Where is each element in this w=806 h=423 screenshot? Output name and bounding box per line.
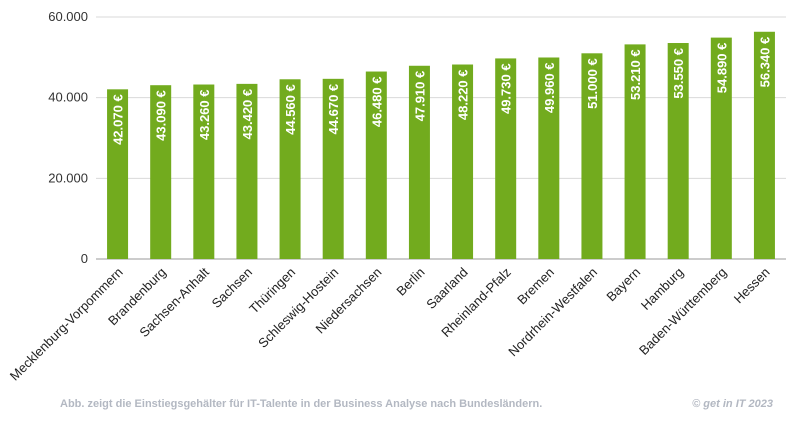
value-label: 53.210 €: [628, 49, 643, 100]
value-label: 49.730 €: [499, 63, 514, 114]
bar: [581, 53, 603, 259]
value-label: 56.340 €: [757, 37, 772, 88]
y-tick-label: 20.000: [48, 170, 88, 185]
bar: [667, 43, 689, 259]
category-label: Bremen: [514, 265, 557, 308]
chart-caption: Abb. zeigt die Einstiegsgehälter für IT-…: [60, 398, 543, 410]
bar: [365, 71, 387, 259]
category-label: Bayern: [603, 265, 643, 305]
value-label: 42.070 €: [111, 94, 126, 145]
category-label: Mecklenburg-Vorpommern: [7, 265, 126, 384]
bar: [408, 65, 430, 259]
category-label: Schleswig-Hostein: [255, 265, 341, 351]
bar: [538, 57, 560, 260]
category-label: Hessen: [731, 265, 773, 307]
y-tick-label: 60.000: [48, 9, 88, 24]
y-axis-ticks: 0 20.000 40.000 60.000: [48, 9, 88, 266]
bar: [236, 83, 258, 259]
bar: [624, 44, 646, 259]
bar: [107, 89, 129, 260]
copyright-credit: © get in IT 2023: [692, 398, 773, 410]
bar: [150, 85, 172, 259]
value-label: 48.220 €: [456, 70, 471, 121]
value-label: 49.960 €: [542, 62, 557, 113]
bar: [279, 79, 301, 260]
value-label: 44.670 €: [326, 84, 341, 135]
bar: [193, 84, 215, 259]
bar: [322, 78, 344, 260]
y-tick-label: 40.000: [48, 90, 88, 105]
value-label: 54.890 €: [714, 43, 729, 94]
category-label: Berlin: [393, 265, 427, 299]
value-label: 53.550 €: [671, 48, 686, 99]
bar: [710, 37, 732, 259]
value-labels: 42.070 € 43.090 € 43.260 € 43.420 € 44.560 €…: [111, 37, 773, 145]
bar: [495, 58, 517, 259]
value-label: 47.910 €: [412, 71, 427, 122]
value-label: 43.260 €: [197, 90, 212, 141]
y-tick-label: 0: [81, 251, 88, 266]
value-label: 43.420 €: [240, 89, 255, 140]
category-labels: Mecklenburg-VorpommernBrandenburgSachsen…: [7, 264, 773, 383]
bar-chart: 0 20.000 40.000 60.000 42.070 € 43.090 € 43.2…: [7, 9, 786, 383]
bar: [452, 64, 474, 259]
value-label: 51.000 €: [585, 58, 600, 109]
value-label: 44.560 €: [283, 84, 298, 135]
value-label: 43.090 €: [154, 90, 169, 141]
bar: [753, 31, 775, 260]
bars: [107, 31, 775, 260]
value-label: 46.480 €: [369, 77, 384, 128]
